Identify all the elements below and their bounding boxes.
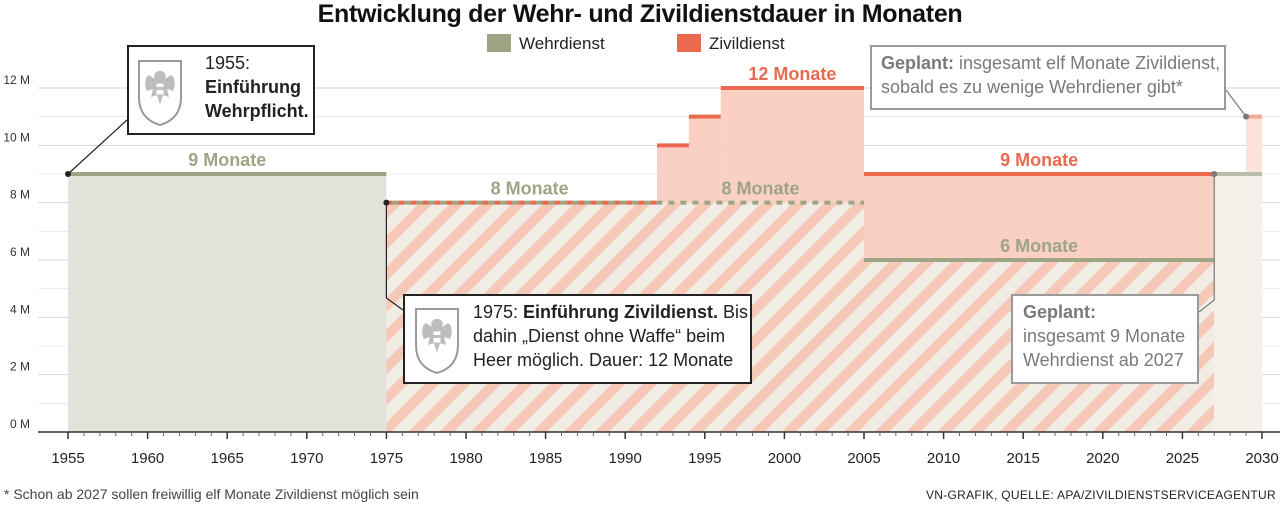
x-tick-label: 2020 [1086,450,1119,467]
x-tick-label: 2010 [927,450,960,467]
annotation-geplant-wehrdienst-line3: Wehrdienst ab 2027 [1023,350,1184,370]
annotation-geplant-wehrdienst-bold: Geplant: [1023,302,1097,322]
legend-item-zivildienst: Zivildienst [677,34,785,54]
zivildienst-area [688,116,721,203]
leader-layer [65,89,1250,313]
segment-label: 9 Monate [1000,150,1078,170]
segment-label: 12 Monate [748,64,836,84]
x-tick-label: 1965 [211,450,244,467]
footnote: * Schon ab 2027 sollen freiwillig elf Mo… [4,486,419,502]
x-tick-label: 2015 [1007,450,1040,467]
label-layer: 9 Monate 8 Monate 8 Monate 12 Monate 9 Monat… [188,64,1078,256]
zivildienst-area [657,145,689,203]
zivildienst-area [864,174,1215,260]
x-tick-label: 2025 [1166,450,1199,467]
annotation-geplant-zivildienst-rest: insgesamt elf Monate Zivildienst, [954,53,1221,73]
y-tick-label: 8 M [10,188,30,202]
axis-layer: 0 M 2 M 4 M 6 M 8 M 10 M 12 M 1955 1960 1965 1970 1… [3,73,1280,467]
zivildienst-area [720,88,864,203]
legend-label-wehrdienst: Wehrdienst [519,34,605,53]
annotation-1955-line2: Einführung [205,77,301,97]
annotation-1955-year: 1955: [205,53,251,73]
annotation-geplant-zivildienst-line1: Geplant: insgesamt elf Monate Zivildiens… [881,51,1224,75]
y-tick-label: 0 M [10,417,30,431]
leader-line-1955 [67,119,128,175]
annotation-1975-bold: Einführung Zivildienst. [523,302,719,322]
chart-title: Entwicklung der Wehr- und Zivildienstdau… [317,0,963,28]
annotation-1955: 1955: Einführung Wehrpflicht. [127,45,315,135]
x-tick-label: 2005 [847,450,880,467]
x-tick-label: 1995 [688,450,721,467]
line-layer [68,86,1262,262]
y-tick-label: 2 M [10,360,30,374]
x-tick-label: 1970 [290,450,323,467]
leader-dot-geplant-wehrdienst [1211,171,1218,177]
wehrdienst-area [1214,174,1262,432]
annotation-geplant-zivildienst: Geplant: insgesamt elf Monate Zivildiens… [870,45,1226,110]
legend-label-zivildienst: Zivildienst [709,34,785,53]
segment-label: 8 Monate [722,179,800,199]
annotation-geplant-zivildienst-bold: Geplant: [881,53,955,73]
y-tick-label: 12 M [3,73,30,87]
segment-label: 8 Monate [491,179,569,199]
annotation-1975-line1: 1975: Einführung Zivildienst. Bis [473,300,748,324]
x-tick-label: 1960 [131,450,164,467]
legend-item-wehrdienst: Wehrdienst [487,34,605,54]
annotation-1975-line2: dahin „Dienst ohne Waffe“ beim [473,326,726,346]
x-tick-label: 1980 [449,450,482,467]
segment-label: 6 Monate [1000,236,1078,256]
x-tick-label: 2000 [768,450,801,467]
austrian-eagle-crest-icon [415,308,459,375]
source-credit: VN-GRAFIK, QUELLE: APA/ZIVILDIENSTSERVIC… [925,488,1276,502]
x-tick-label: 1990 [609,450,642,467]
annotation-geplant-wehrdienst: Geplant: insgesamt 9 Monate Wehrdienst a… [1011,294,1199,384]
y-tick-label: 4 M [10,302,30,316]
legend-swatch-zivildienst [677,34,701,52]
leader-line-geplant-zivildienst [1225,89,1247,118]
austrian-eagle-crest-icon [138,60,182,127]
leader-dot-1955 [65,171,71,177]
annotation-1975-rest: Bis [718,302,749,322]
leader-dot-1975 [383,199,390,206]
y-tick-label: 6 M [10,245,30,259]
annotation-1975-prefix: 1975: [473,302,524,322]
legend-swatch-wehrdienst [487,34,511,52]
leader-dot-geplant-zivildienst [1243,113,1250,120]
annotation-1955-line3: Wehrpflicht. [205,101,309,121]
x-tick-label: 1975 [370,450,403,467]
leader-line-geplant-wehrdienst [1198,174,1215,313]
y-tick-label: 10 M [3,130,30,144]
zivildienst-area [1246,116,1262,174]
annotation-geplant-wehrdienst-line2: insgesamt 9 Monate [1023,326,1186,346]
x-tick-label: 2030 [1245,450,1278,467]
annotation-1975-line3: Heer möglich. Dauer: 12 Monate [473,350,734,370]
segment-label: 9 Monate [188,150,266,170]
leader-line-1975 [385,202,404,311]
annotation-geplant-zivildienst-line2: sobald es zu wenige Wehrdiener gibt* [881,77,1183,97]
x-tick-label: 1955 [51,450,84,467]
x-tick-label: 1985 [529,450,562,467]
annotation-1975: 1975: Einführung Zivildienst. Bis dahin … [403,294,752,384]
wehrdienst-area [68,174,387,432]
